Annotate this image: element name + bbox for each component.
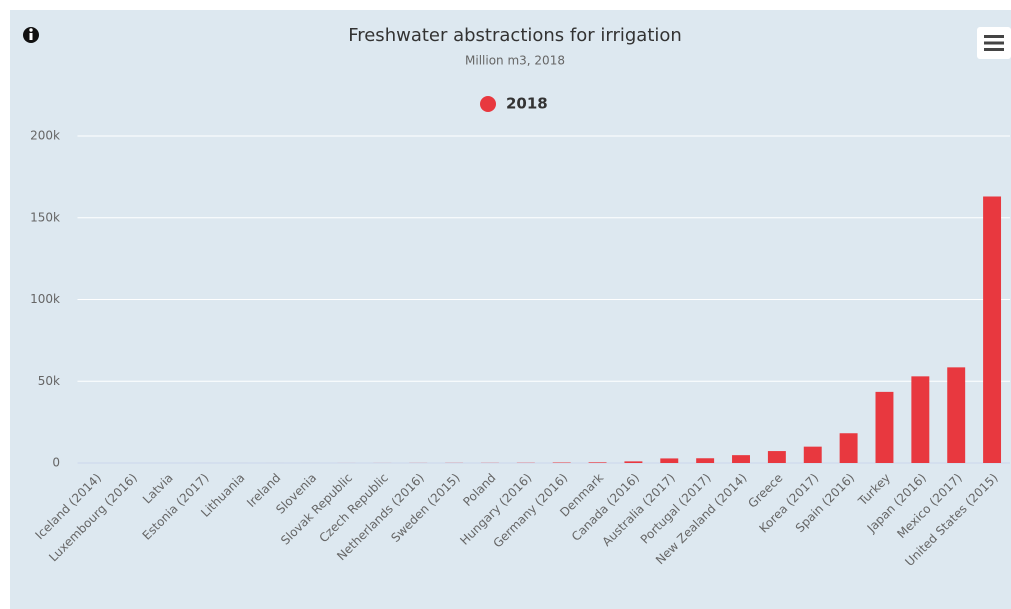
y-tick-label: 50k (38, 374, 60, 388)
menu-line (984, 35, 1004, 38)
bar (588, 462, 607, 463)
y-tick-label: 200k (30, 129, 60, 143)
bar (875, 391, 894, 463)
menu-line (984, 48, 1004, 51)
bar (911, 376, 930, 463)
chart-background (10, 10, 1011, 609)
chart-subtitle: Million m3, 2018 (465, 54, 565, 68)
bar (839, 433, 858, 463)
bar (624, 461, 643, 463)
bar (983, 196, 1002, 463)
y-tick-label: 150k (30, 210, 60, 224)
legend-label: 2018 (506, 95, 548, 113)
chart-title: Freshwater abstractions for irrigation (348, 25, 682, 46)
legend-marker (480, 96, 496, 112)
menu-line (984, 41, 1004, 45)
bar (947, 367, 966, 463)
info-icon-stem (29, 33, 33, 40)
y-tick-label: 0 (52, 456, 60, 470)
bar (767, 451, 786, 463)
bar (696, 458, 715, 463)
bar (732, 455, 750, 463)
y-tick-label: 100k (30, 292, 60, 306)
bar (660, 458, 679, 463)
info-icon-dot (29, 28, 33, 32)
bar (803, 446, 822, 463)
